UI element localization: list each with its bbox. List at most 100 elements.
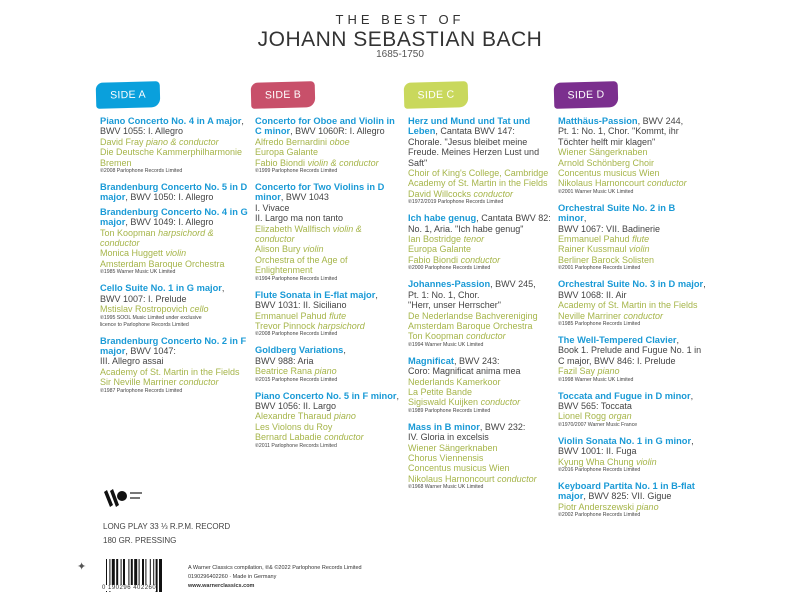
track-detail: , BWV 1068: II. Air bbox=[558, 279, 706, 300]
track-entry: Violin Sonata No. 1 in G minor, BWV 1001… bbox=[558, 436, 706, 474]
track-heading: Orchestral Suite No. 3 in D major, BWV 1… bbox=[558, 279, 706, 300]
track-title: Goldberg Variations bbox=[255, 345, 344, 356]
performer: Nederlands Kamerkoor bbox=[408, 377, 556, 387]
track-heading: Keyboard Partita No. 1 in B-flat major, … bbox=[558, 481, 706, 502]
performer-name: Choir of King's College, Cambridge bbox=[408, 168, 549, 179]
track-entry: Concerto for Two Violins in D minor, BWV… bbox=[255, 182, 403, 283]
performer-role: harpsichord & conductor bbox=[100, 227, 214, 249]
performer: Concentus musicus Wien bbox=[558, 168, 706, 178]
copyright: ℗2000 Parlophone Records Limited bbox=[408, 265, 491, 272]
performer-role: conductor bbox=[460, 254, 501, 265]
performer: Europa Galante bbox=[255, 147, 403, 157]
performer: Chorus Viennensis bbox=[408, 453, 556, 463]
performer-role: conductor bbox=[497, 473, 537, 484]
track-entry: Mass in B minor, BWV 232: IV. Gloria in … bbox=[408, 422, 556, 491]
performer-role: tenor bbox=[463, 234, 485, 245]
performer-name: Monica Huggett bbox=[100, 248, 164, 259]
track-title: Herz und Mund und Tat und Leben bbox=[408, 116, 531, 137]
performer: Les Violons du Roy bbox=[255, 422, 403, 432]
composer-dates: 1685-1750 bbox=[376, 49, 424, 60]
copyright: ℗2002 Parlophone Records Limited bbox=[558, 512, 641, 519]
barcode-bar bbox=[134, 559, 138, 586]
performer-name: Wiener Sängerknaben bbox=[558, 147, 648, 158]
performer: Fabio Biondi violin & conductor bbox=[255, 158, 403, 168]
track-entry: Magnificat, BWV 243: Coro: Magnificat an… bbox=[408, 356, 556, 415]
barcode-bar bbox=[153, 559, 155, 586]
performer-name: La Petite Bande bbox=[408, 386, 473, 397]
composer-title: JOHANN SEBASTIAN BACH bbox=[257, 28, 543, 51]
copyright: ℗2016 Parlophone Records Limited bbox=[558, 466, 641, 473]
track-entry: Toccata and Fugue in D minor, BWV 565: T… bbox=[558, 391, 706, 429]
track-heading: Orchestral Suite No. 2 in B minor, BWV 1… bbox=[558, 203, 706, 234]
track-entry: Brandenburg Concerto No. 4 in G major, B… bbox=[100, 207, 248, 276]
track-detail: , BWV 1031: II. Siciliano bbox=[255, 289, 378, 311]
track-heading: Ich habe genug, Cantata BWV 82: No. 1, A… bbox=[408, 213, 556, 234]
performer-name: Elizabeth Wallfisch bbox=[255, 223, 331, 234]
performer-role: oboe bbox=[329, 136, 350, 147]
barcode bbox=[106, 559, 162, 592]
performer: Ton Koopman conductor bbox=[408, 331, 556, 341]
performer: Ian Bostridge tenor bbox=[408, 234, 556, 244]
track-heading: Herz und Mund und Tat und Leben, Cantata… bbox=[408, 116, 556, 168]
barcode-bar bbox=[106, 559, 107, 592]
performer: Choir of King's College, Cambridge bbox=[408, 168, 556, 178]
performer-role: flute bbox=[329, 310, 347, 321]
track-detail: , Book 1. Prelude and Fugue No. 1 in C m… bbox=[558, 334, 702, 366]
copyright: ℗1999 Parlophone Records Limited bbox=[255, 168, 338, 175]
title-line-1: THE BEST OF bbox=[335, 12, 465, 27]
track-title: Matthäus-Passion bbox=[558, 116, 638, 126]
track-detail: , Cantata BWV 147: Chorale. "Jesus bleib… bbox=[408, 126, 540, 168]
performer: Ton Koopman harpsichord & conductor bbox=[100, 228, 248, 249]
barcode-bar bbox=[138, 559, 140, 586]
track-detail: , BWV 1050: I. Allegro bbox=[125, 192, 214, 203]
track-entry: Concerto for Oboe and Violin in C minor,… bbox=[255, 116, 403, 175]
lp-speed-label: LONG PLAY 33 ⅓ R.P.M. RECORD bbox=[103, 522, 231, 531]
track-entry: Keyboard Partita No. 1 in B-flat major, … bbox=[558, 481, 706, 519]
performer-role: conductor bbox=[647, 178, 687, 189]
performer: Arnold Schönberg Choir bbox=[558, 158, 706, 168]
track-entry: Piano Concerto No. 4 in A major, BWV 105… bbox=[100, 116, 248, 175]
performer-name: Emmanuel Pahud bbox=[558, 234, 630, 245]
track-detail: , Cantata BWV 82: No. 1, Aria. "Ich habe… bbox=[408, 213, 551, 234]
track-heading: Violin Sonata No. 1 in G minor, BWV 1001… bbox=[558, 436, 706, 457]
performer-name: Trevor Pinnock bbox=[255, 320, 316, 331]
performer: Lionel Rogg organ bbox=[558, 411, 706, 421]
website-link[interactable]: www.warnerclassics.com bbox=[188, 583, 255, 589]
track-heading: Matthäus-Passion, BWV 244, Pt. 1: No. 1,… bbox=[558, 116, 706, 147]
track-title: Piano Concerto No. 4 in A major bbox=[100, 116, 242, 126]
barcode-bar bbox=[149, 559, 151, 586]
performer-name: Amsterdam Baroque Orchestra bbox=[100, 258, 225, 269]
barcode-bar bbox=[145, 559, 147, 586]
track-title: Keyboard Partita No. 1 in B-flat major bbox=[558, 480, 695, 502]
track-heading: Cello Suite No. 1 in G major, BWV 1007: … bbox=[100, 283, 248, 304]
copyright: ℗1994 Parlophone Records Limited bbox=[255, 275, 338, 282]
performer-name: Neville Marriner bbox=[558, 310, 622, 321]
track-detail: , BWV 565: Toccata bbox=[558, 390, 694, 411]
track-title: Magnificat bbox=[408, 355, 454, 366]
track-title: Ich habe genug bbox=[408, 213, 477, 224]
performer: Fabio Biondi conductor bbox=[408, 255, 556, 265]
copyright: ℗1998 Warner Music UK Limited bbox=[558, 376, 634, 383]
performer: Berliner Barock Solisten bbox=[558, 255, 706, 265]
performer: Concentus musicus Wien bbox=[408, 463, 556, 473]
performer-role: conductor bbox=[473, 188, 514, 199]
performer-name: Chorus Viennensis bbox=[408, 452, 484, 463]
barcode-bar bbox=[142, 559, 144, 586]
performer-name: Academy of St. Martin in the Fields bbox=[408, 178, 548, 189]
performer: De Nederlandse Bachvereniging bbox=[408, 311, 556, 321]
performer: Die Deutsche Kammerphilharmonie Bremen bbox=[100, 147, 248, 168]
track-title: Concerto for Oboe and Violin in C minor bbox=[255, 116, 395, 137]
performer-role: piano bbox=[597, 366, 620, 377]
track-heading: Piano Concerto No. 4 in A major, BWV 105… bbox=[100, 116, 248, 137]
performer-role: conductor bbox=[324, 432, 364, 443]
track-detail: , BWV 1047: III. Allegro assai bbox=[100, 345, 176, 367]
performer-role: piano bbox=[314, 366, 337, 377]
performer-name: Fabio Biondi bbox=[255, 157, 306, 168]
track-title: Flute Sonata in E-flat major bbox=[255, 289, 376, 300]
performer-name: Amsterdam Baroque Orchestra bbox=[408, 320, 533, 331]
performer-name: Academy of St. Martin in the Fields bbox=[100, 366, 240, 377]
performer: Sir Neville Marriner conductor bbox=[100, 377, 248, 387]
copyright: ℗2015 Parlophone Records Limited bbox=[255, 376, 338, 383]
performer-name: Bernard Labadie bbox=[255, 432, 322, 443]
track-heading: Flute Sonata in E-flat major, BWV 1031: … bbox=[255, 290, 403, 311]
